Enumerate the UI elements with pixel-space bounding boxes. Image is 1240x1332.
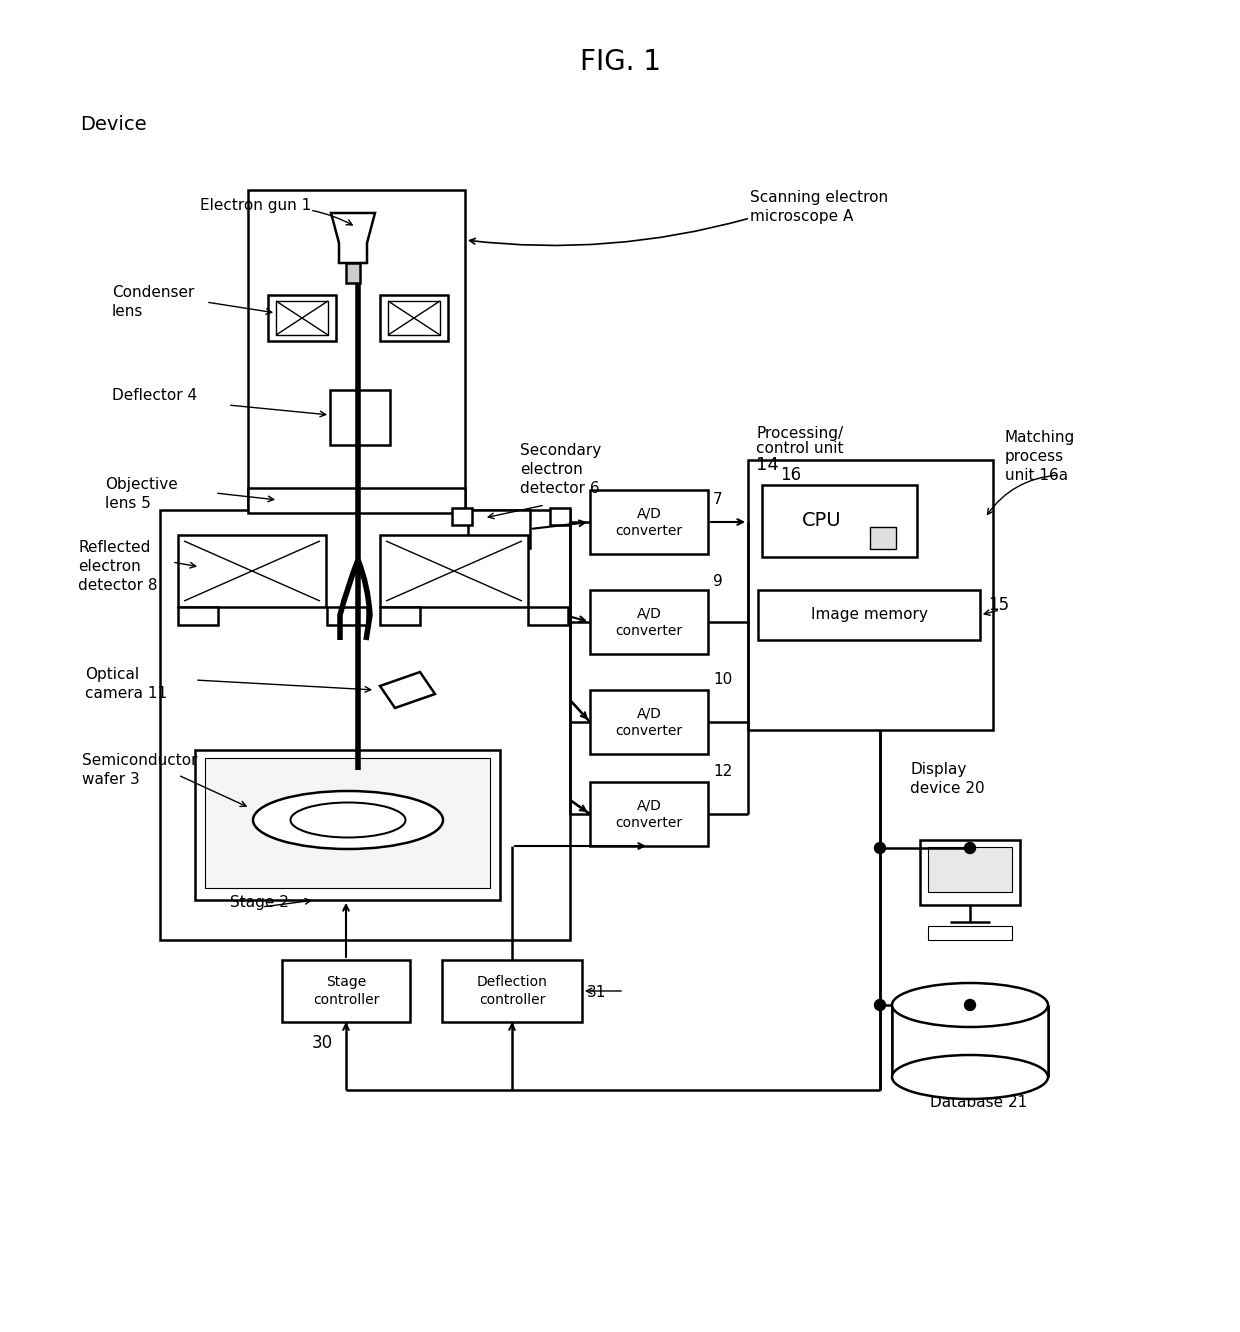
Text: A/D
converter: A/D converter	[615, 506, 682, 538]
Circle shape	[965, 843, 976, 854]
Text: A/D
converter: A/D converter	[615, 606, 682, 638]
Bar	[388, 301, 440, 336]
Text: 10: 10	[713, 673, 733, 687]
Bar	[379, 535, 528, 607]
Ellipse shape	[253, 791, 443, 848]
Text: Stage
controller: Stage controller	[312, 975, 379, 1007]
Bar	[277, 301, 329, 336]
Bar	[590, 590, 708, 654]
Bar	[379, 607, 420, 625]
Polygon shape	[379, 673, 435, 709]
Text: 12: 12	[713, 765, 733, 779]
Circle shape	[874, 843, 885, 854]
Text: Deflector 4: Deflector 4	[112, 388, 197, 404]
Bar	[248, 190, 465, 515]
Text: Device: Device	[81, 115, 146, 135]
Text: control unit: control unit	[756, 441, 843, 456]
Bar	[763, 485, 918, 557]
Bar	[590, 490, 708, 554]
Bar	[268, 294, 336, 341]
Text: Objective
lens 5: Objective lens 5	[105, 477, 177, 511]
Bar	[528, 607, 568, 625]
Text: Database 21: Database 21	[930, 1095, 1027, 1110]
Text: Semiconductor
wafer 3: Semiconductor wafer 3	[82, 753, 197, 787]
Text: Display
device 20: Display device 20	[910, 762, 985, 797]
Bar	[160, 510, 570, 940]
Text: Matching
process
unit 16a: Matching process unit 16a	[1004, 430, 1075, 484]
Bar	[892, 1006, 1048, 1078]
Text: A/D
converter: A/D converter	[615, 706, 682, 738]
Bar	[441, 960, 582, 1022]
Polygon shape	[331, 213, 374, 262]
Circle shape	[874, 999, 885, 1011]
Text: Deflection
controller: Deflection controller	[476, 975, 547, 1007]
Text: A/D
converter: A/D converter	[615, 798, 682, 830]
Text: Secondary
electron
detector 6: Secondary electron detector 6	[520, 444, 601, 497]
Bar	[179, 535, 326, 607]
Text: 31: 31	[587, 984, 606, 1000]
Bar	[928, 926, 1012, 940]
Bar	[205, 758, 490, 888]
Bar	[870, 527, 897, 549]
Bar	[467, 510, 529, 547]
Text: Image memory: Image memory	[811, 607, 928, 622]
Ellipse shape	[290, 802, 405, 838]
Text: Electron gun 1: Electron gun 1	[200, 198, 311, 213]
Text: Scanning electron
microscope A: Scanning electron microscope A	[750, 190, 888, 224]
Bar	[928, 847, 1012, 892]
Text: Stage 2: Stage 2	[229, 895, 289, 910]
Bar	[195, 750, 500, 900]
Bar	[346, 262, 360, 282]
Text: 7: 7	[713, 492, 723, 507]
Text: CPU: CPU	[802, 511, 842, 530]
Text: 30: 30	[311, 1034, 332, 1052]
Ellipse shape	[892, 983, 1048, 1027]
Bar	[748, 460, 993, 730]
Ellipse shape	[892, 1055, 1048, 1099]
Text: 9: 9	[713, 574, 723, 589]
Text: Condenser
lens: Condenser lens	[112, 285, 195, 320]
Text: 14: 14	[756, 456, 779, 474]
Text: 15: 15	[988, 595, 1009, 614]
Bar	[551, 507, 570, 525]
Bar	[758, 590, 980, 639]
Bar	[281, 960, 410, 1022]
Text: FIG. 1: FIG. 1	[579, 48, 661, 76]
Text: 16: 16	[780, 466, 801, 484]
Bar	[330, 390, 391, 445]
Text: Reflected
electron
detector 8: Reflected electron detector 8	[78, 539, 157, 593]
Bar	[920, 840, 1021, 904]
Bar	[590, 782, 708, 846]
Circle shape	[965, 999, 976, 1011]
Text: Optical
camera 11: Optical camera 11	[86, 667, 167, 701]
Bar	[453, 507, 472, 525]
Bar	[590, 690, 708, 754]
Bar	[248, 488, 465, 513]
Bar	[327, 607, 367, 625]
Bar	[379, 294, 448, 341]
Bar	[179, 607, 218, 625]
Text: Processing/: Processing/	[756, 426, 843, 441]
